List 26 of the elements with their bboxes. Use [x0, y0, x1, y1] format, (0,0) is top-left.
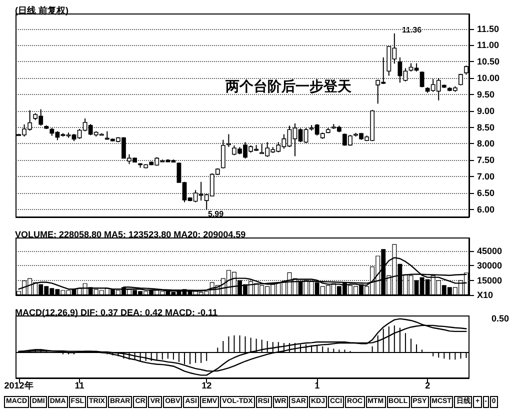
- y-tick-label: 9.00: [477, 106, 495, 116]
- x-tick-label: 2: [425, 380, 430, 390]
- x-tick-label: 12: [202, 380, 212, 390]
- y-tick-label: 10.50: [477, 56, 500, 67]
- y-tick-label: X10: [477, 290, 494, 300]
- y-tick-label: 10.00: [477, 73, 500, 84]
- x-tick-label: 2012年: [4, 380, 34, 390]
- annotation: 两个台阶后一步登天: [224, 78, 353, 95]
- y-tick-label: 11.50: [477, 24, 500, 34]
- y-tick-label: 30000: [477, 260, 502, 271]
- y-tick-label: 6.50: [477, 188, 495, 198]
- y-tick-label: 6.00: [477, 204, 495, 214]
- y-tick-label: 11.00: [477, 40, 500, 50]
- y-tick-label: 45000: [477, 246, 502, 256]
- y-tick-label: 8.00: [477, 138, 495, 149]
- y-tick-label: 8.50: [477, 122, 495, 132]
- y-tick-label: 9.50: [477, 89, 495, 100]
- annotation: 5.99: [208, 210, 224, 218]
- y-tick-label: 7.50: [477, 155, 495, 166]
- chart-title: VOLUME: 228058.80 MA5: 123523.80 MA20: 209004.59: [15, 230, 246, 240]
- chart-title: MACD(12,26,9) DIF: 0.37 DEA: 0.42 MACD: -0.11: [15, 308, 218, 318]
- text: 0.50: [491, 314, 510, 324]
- x-tick-label: 1: [314, 380, 320, 390]
- y-tick-label: 7.00: [477, 172, 495, 182]
- y-tick-label: 15000: [477, 275, 502, 286]
- x-tick-label: 11: [74, 380, 84, 390]
